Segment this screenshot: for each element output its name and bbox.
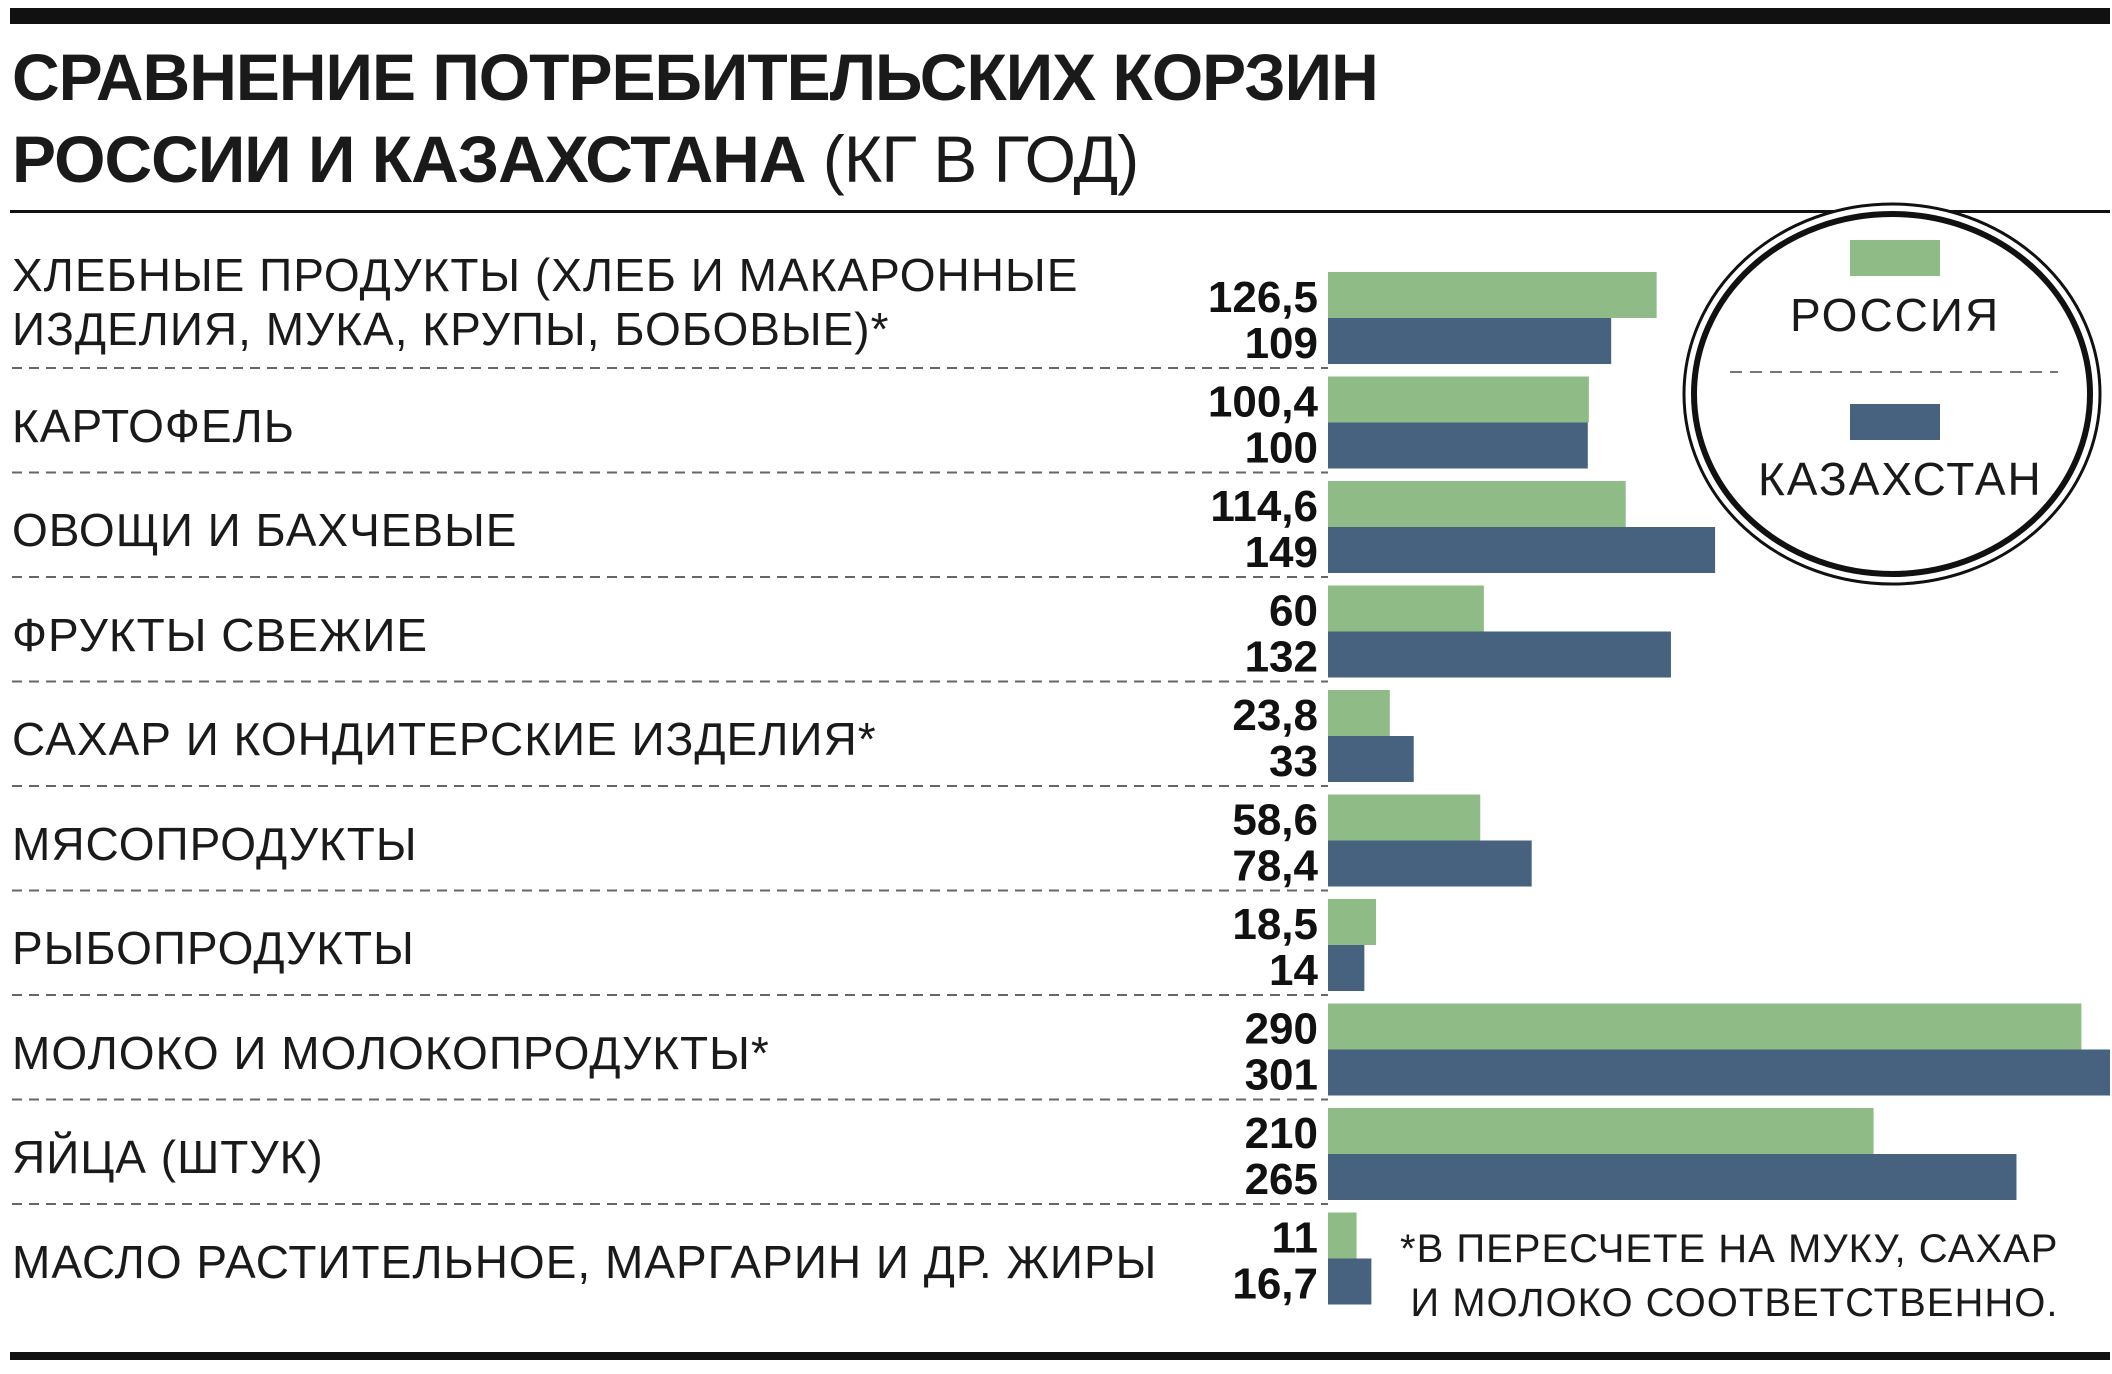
- category-label: ЯЙЦА (ШТУК): [12, 1130, 324, 1184]
- legend-outer-ring: [1682, 202, 2102, 586]
- value-label-kazakhstan: 33: [1269, 737, 1318, 786]
- bar-russia: [1328, 794, 1481, 841]
- value-label-russia: 23,8: [1232, 691, 1318, 740]
- bar-russia: [1328, 272, 1657, 318]
- bar-russia: [1328, 690, 1390, 736]
- footnote: *В ПЕРЕСЧЕТЕ НА МУКУ, САХАР И МОЛОКО СОО…: [1400, 1222, 2058, 1330]
- value-label-kazakhstan: 16,7: [1232, 1260, 1318, 1309]
- top-rule: [10, 8, 2110, 24]
- bar-russia: [1328, 1003, 2082, 1050]
- category-label-line: ОВОЩИ И БАХЧЕВЫЕ: [12, 504, 518, 556]
- legend-inner-ring: [1691, 211, 2093, 577]
- value-label-kazakhstan: 132: [1245, 633, 1318, 682]
- footnote-line-1: *В ПЕРЕСЧЕТЕ НА МУКУ, САХАР: [1400, 1227, 2059, 1271]
- title-line-1: СРАВНЕНИЕ ПОТРЕБИТЕЛЬСКИХ КОРЗИН: [12, 40, 1379, 114]
- bar-kazakhstan: [1328, 736, 1414, 782]
- bar-russia: [1328, 585, 1484, 632]
- category-label: МЯСОПРОДУКТЫ: [12, 817, 418, 871]
- bar-russia: [1328, 899, 1377, 945]
- legend-swatch-kazakhstan: [1850, 404, 1940, 440]
- bottom-rule: [10, 1352, 2110, 1360]
- legend-swatch-russia: [1850, 240, 1940, 276]
- category-label: МОЛОКО И МОЛОКОПРОДУКТЫ*: [12, 1026, 770, 1080]
- category-label: КАРТОФЕЛЬ: [12, 399, 295, 453]
- category-label-line: САХАР И КОНДИТЕРСКИЕ ИЗДЕЛИЯ*: [12, 713, 877, 765]
- category-label: ХЛЕБНЫЕ ПРОДУКТЫ (ХЛЕБ И МАКАРОННЫЕ ИЗДЕЛ…: [12, 248, 1078, 356]
- bar-kazakhstan: [1328, 1258, 1372, 1305]
- bar-kazakhstan: [1328, 527, 1716, 573]
- category-label-line: МАСЛО РАСТИТЕЛЬНОЕ, МАРГАРИН И ДР. ЖИРЫ: [12, 1235, 1158, 1288]
- legend-label-kazakhstan: КАЗАХСТАН: [1758, 453, 2043, 505]
- bar-kazakhstan: [1328, 840, 1532, 887]
- legend: [1682, 202, 2102, 586]
- value-label-kazakhstan: 109: [1245, 319, 1318, 368]
- title-line-2: РОССИИ И КАЗАХСТАНА (КГ В ГОД): [12, 118, 1378, 200]
- category-label-line: МОЛОКО И МОЛОКОПРОДУКТЫ*: [12, 1026, 770, 1079]
- bar-kazakhstan: [1328, 945, 1365, 991]
- category-label: ФРУКТЫ СВЕЖИЕ: [12, 608, 428, 662]
- bar-russia: [1328, 1108, 1874, 1154]
- category-label-line: КАРТОФЕЛЬ: [12, 399, 295, 452]
- category-label: МАСЛО РАСТИТЕЛЬНОЕ, МАРГАРИН И ДР. ЖИРЫ: [12, 1235, 1157, 1289]
- category-label-line: ФРУКТЫ СВЕЖИЕ: [12, 608, 429, 661]
- value-label-russia: 11: [1271, 1214, 1318, 1263]
- value-label-russia: 100,4: [1208, 378, 1319, 427]
- value-label-russia: 60: [1269, 587, 1318, 636]
- category-label: САХАР И КОНДИТЕРСКИЕ ИЗДЕЛИЯ*: [12, 712, 877, 766]
- bar-kazakhstan: [1328, 631, 1671, 678]
- bar-russia: [1328, 376, 1589, 423]
- value-label-kazakhstan: 14: [1269, 946, 1318, 995]
- bar-kazakhstan: [1328, 1049, 2110, 1096]
- value-label-kazakhstan: 100: [1245, 424, 1318, 473]
- value-label-kazakhstan: 78,4: [1232, 842, 1318, 891]
- value-label-russia: 18,5: [1232, 900, 1318, 949]
- bar-russia: [1328, 481, 1626, 527]
- bar-kazakhstan: [1328, 318, 1612, 364]
- value-label-russia: 290: [1245, 1005, 1318, 1054]
- title-divider: [10, 210, 2110, 213]
- category-label-line: МЯСОПРОДУКТЫ: [12, 817, 418, 870]
- value-label-russia: 126,5: [1208, 273, 1318, 322]
- bar-kazakhstan: [1328, 1154, 2017, 1200]
- category-label-line: ХЛЕБНЫЕ ПРОДУКТЫ (ХЛЕБ И МАКАРОННЫЕ: [12, 249, 1079, 301]
- category-label-line: ЯЙЦА (ШТУК): [12, 1131, 324, 1183]
- category-label: РЫБОПРОДУКТЫ: [12, 921, 415, 975]
- category-label-line: ИЗДЕЛИЯ, МУКА, КРУПЫ, БОБОВЫЕ)*: [12, 303, 890, 355]
- value-label-russia: 58,6: [1232, 796, 1318, 845]
- legend-label-russia: РОССИЯ: [1790, 289, 2001, 341]
- title-line-2-text: РОССИИ И КАЗАХСТАНА: [12, 122, 806, 196]
- footnote-line-2: И МОЛОКО СООТВЕТСТВЕННО.: [1410, 1281, 2059, 1325]
- bar-russia: [1328, 1212, 1357, 1259]
- value-label-russia: 114,6: [1210, 482, 1318, 531]
- value-label-kazakhstan: 149: [1245, 528, 1318, 577]
- title-unit: (КГ В ГОД): [822, 122, 1139, 196]
- chart-title: СРАВНЕНИЕ ПОТРЕБИТЕЛЬСКИХ КОРЗИН РОССИИ …: [12, 36, 1379, 200]
- category-label: ОВОЩИ И БАХЧЕВЫЕ: [12, 503, 518, 557]
- value-label-russia: 210: [1245, 1109, 1318, 1158]
- value-label-kazakhstan: 265: [1245, 1155, 1318, 1204]
- value-label-kazakhstan: 301: [1245, 1051, 1318, 1100]
- bar-kazakhstan: [1328, 422, 1588, 469]
- category-label-line: РЫБОПРОДУКТЫ: [12, 922, 415, 974]
